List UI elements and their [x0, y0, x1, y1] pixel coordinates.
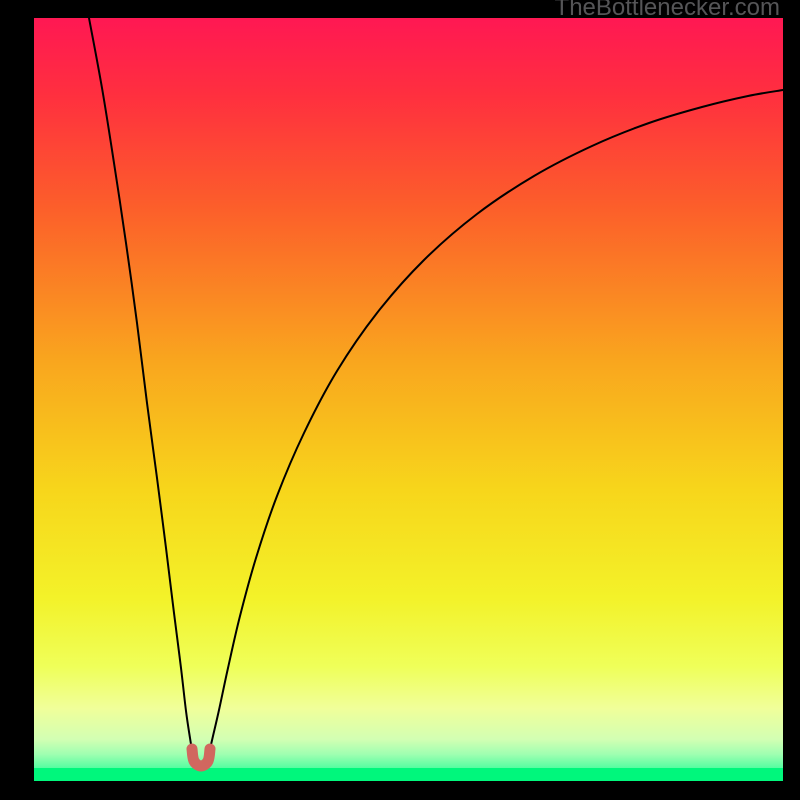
baseline-strip — [34, 768, 783, 781]
bottleneck-chart — [0, 0, 800, 800]
chart-frame: TheBottlenecker.com — [0, 0, 800, 800]
watermark-text: TheBottlenecker.com — [555, 0, 780, 22]
